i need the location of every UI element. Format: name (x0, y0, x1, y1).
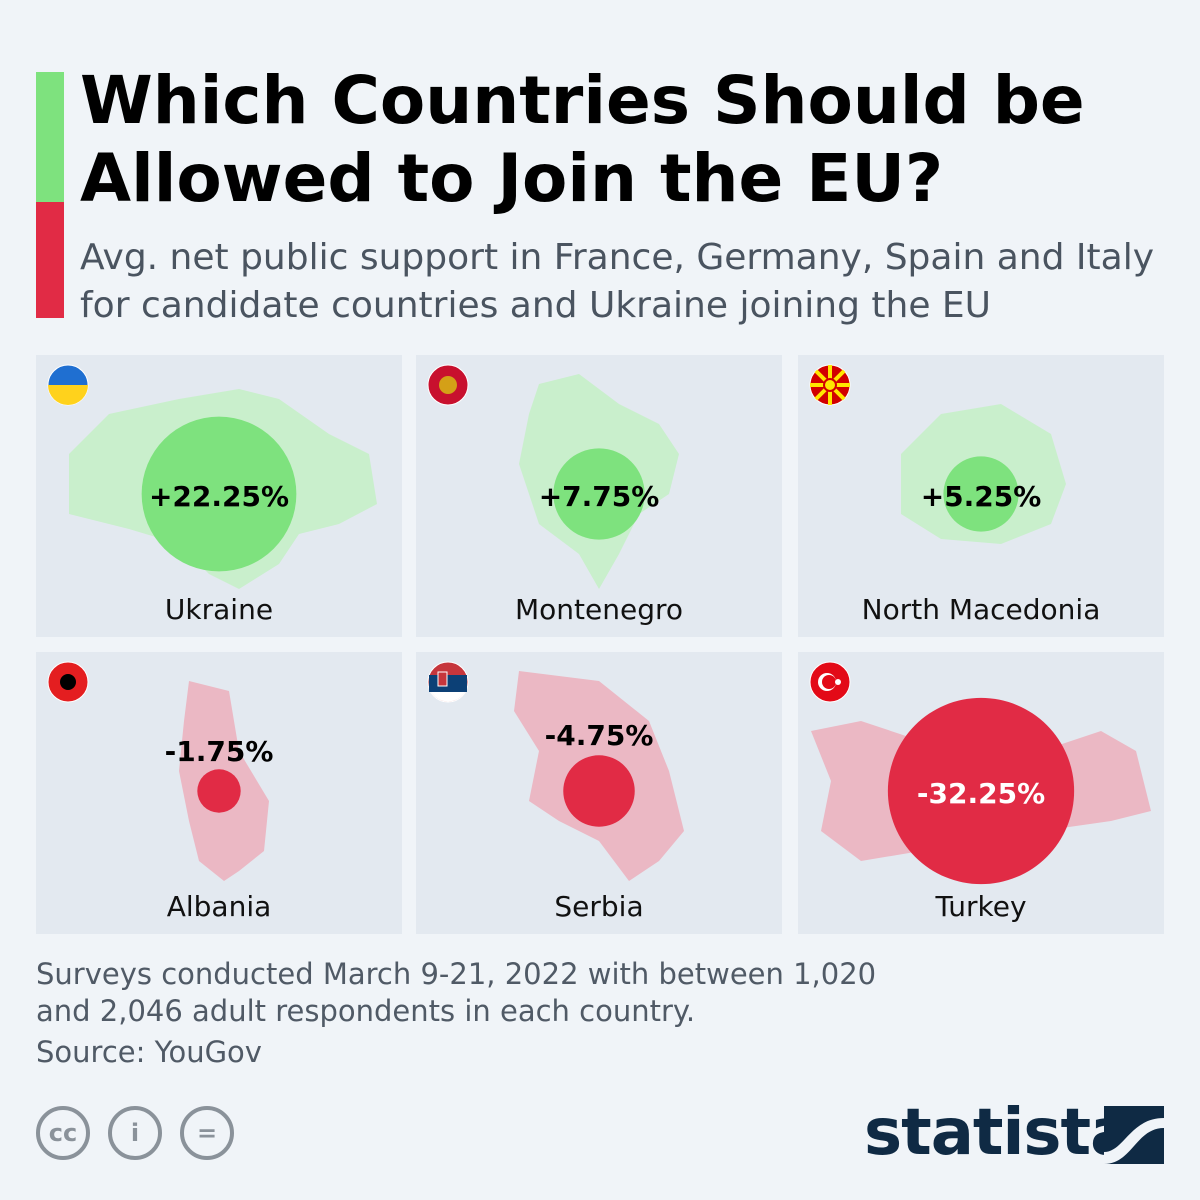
serbia-flag-icon (427, 661, 469, 703)
flag-crescent-cut (822, 675, 836, 689)
value-label: +7.75% (539, 480, 660, 513)
country-panel-turkey: -32.25% Turkey (798, 652, 1164, 934)
flag-stripe (48, 385, 88, 405)
country-name: Turkey (934, 890, 1026, 923)
country-name: North Macedonia (862, 593, 1101, 626)
creative-commons-icon: cc (36, 1106, 90, 1160)
ukraine-flag-icon (47, 364, 89, 406)
value-label: +5.25% (921, 480, 1042, 513)
flag-sun (823, 378, 837, 392)
flag-emblem (60, 674, 76, 690)
country-name: Ukraine (165, 593, 273, 626)
chart-title: Which Countries Should be Allowed to Joi… (80, 62, 1085, 217)
value-label: +22.25% (149, 480, 289, 513)
accent-bar-green (36, 72, 64, 202)
albania-flag-icon (47, 661, 89, 703)
statista-logo: statista (864, 1096, 1133, 1170)
country-name: Serbia (554, 890, 643, 923)
no-derivatives-icon: = (180, 1106, 234, 1160)
country-panel-montenegro: +7.75% Montenegro (416, 355, 782, 637)
value-label: -4.75% (545, 719, 654, 752)
country-name: Montenegro (515, 593, 683, 626)
statista-logo-mark (1104, 1106, 1164, 1164)
value-bubble (197, 769, 241, 813)
survey-note: Surveys conducted March 9-21, 2022 with … (36, 957, 877, 1028)
country-name: Albania (167, 890, 272, 923)
north-macedonia-flag-icon (809, 364, 851, 406)
value-bubble (887, 697, 1075, 885)
value-bubble (943, 456, 1019, 532)
flag-stripe (431, 692, 465, 702)
flag-star (835, 679, 841, 685)
montenegro-flag-icon (427, 364, 469, 406)
country-panel-serbia: -4.75% Serbia (416, 652, 782, 934)
country-panel-north-macedonia: +5.25% North Macedonia (798, 355, 1164, 637)
value-bubble (141, 416, 297, 572)
source: Source: YouGov (36, 1035, 262, 1069)
attribution-icon: i (108, 1106, 162, 1160)
flag-emblem (437, 671, 448, 687)
value-bubble (563, 755, 635, 827)
country-panel-ukraine: +22.25% Ukraine (36, 355, 402, 637)
flag-emblem (439, 376, 457, 394)
accent-bar-red (36, 202, 64, 318)
value-bubble (553, 448, 645, 540)
value-label: -32.25% (917, 777, 1045, 810)
country-panel-albania: -1.75% Albania (36, 652, 402, 934)
value-label: -1.75% (165, 735, 274, 768)
flag-stripe (429, 675, 467, 692)
chart-subtitle: Avg. net public support in France, Germa… (80, 237, 1155, 326)
turkey-flag-icon (809, 661, 851, 703)
